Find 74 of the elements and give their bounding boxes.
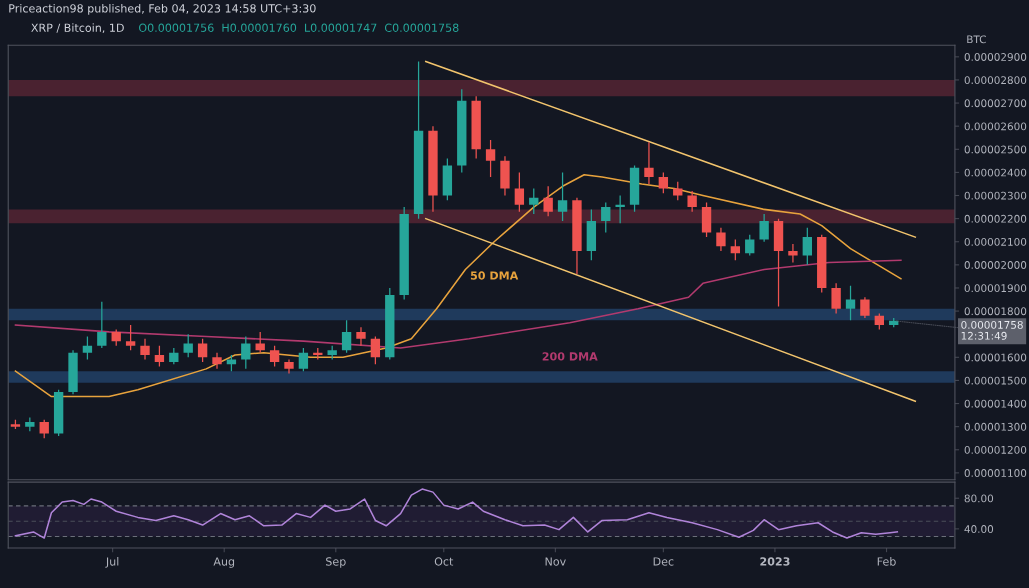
x-tick-label: Aug [213, 557, 235, 568]
candlestick [341, 319, 352, 354]
x-tick-label: Oct [434, 557, 454, 566]
y-tick-label: 40.00 [964, 525, 994, 533]
candlestick [39, 419, 49, 439]
line-series [14, 173, 902, 398]
candlestick [125, 324, 136, 351]
candlestick [298, 347, 309, 372]
x-tick-label: Nov [545, 557, 566, 566]
candlestick [543, 185, 553, 217]
chart-title: XRP / Bitcoin, 1D [31, 23, 124, 34]
candlestick [730, 238, 741, 261]
y-tick-label: 0.00002700 [964, 99, 1027, 108]
chart-subtitle: O0.00001756 H0.00001760 L0.00001747 C0.00001758 [139, 23, 459, 32]
annotation: 200 DMA [542, 352, 598, 361]
candlestick [183, 333, 193, 358]
line-series [14, 488, 899, 539]
candlestick [644, 141, 654, 185]
candlestick [241, 335, 251, 370]
candlestick [212, 352, 222, 370]
text: Priceaction98 published, Feb 04, 2023 14:58 UTC+3:30 [9, 3, 316, 15]
x-tick-label: Feb [877, 557, 896, 566]
candlestick [687, 190, 697, 213]
y-tick-label: 0.00001400 [964, 399, 1027, 408]
candlestick [788, 243, 798, 264]
candlestick [197, 338, 208, 363]
candlestick [97, 301, 107, 349]
candlestick [601, 201, 611, 234]
line-series [14, 259, 902, 349]
x-tick-label: 2023 [760, 557, 790, 566]
annotation: 50 DMA [470, 271, 519, 280]
y-tick-label: 0.00001300 [964, 422, 1027, 431]
y-tick-label: 0.00002000 [964, 261, 1027, 269]
y-tick-label: 0.00001800 [964, 307, 1027, 316]
x-tick-label: Sep [326, 557, 346, 568]
y-tick-label: 80.00 [964, 494, 994, 503]
candlestick [82, 335, 93, 361]
candlestick [557, 171, 568, 222]
y-tick-label: 0.00001500 [964, 376, 1027, 385]
y-tick-label: 0.00001600 [964, 353, 1027, 362]
candlestick [615, 194, 625, 224]
x-tick-label: Dec [653, 557, 674, 566]
candlestick [745, 234, 755, 257]
candlestick [845, 285, 856, 321]
candlestick [802, 227, 813, 266]
y-tick-label: 0.00002500 [964, 145, 1027, 154]
candlestick [529, 187, 539, 215]
candlestick [140, 338, 150, 361]
y-tick-label: 0.00002600 [964, 122, 1027, 131]
y-tick-label: 0.00002800 [964, 76, 1027, 85]
candlestick [716, 227, 726, 252]
candlestick [154, 345, 165, 368]
candlestick [831, 282, 841, 315]
candlestick [356, 326, 366, 347]
candlestick [759, 213, 769, 243]
candlestick [658, 171, 669, 194]
y-tick-label: 0.00002400 [964, 168, 1027, 177]
y-tick-label: 0.00001900 [964, 284, 1027, 293]
y-tick-label: 0.00001200 [964, 445, 1027, 454]
candlestick [673, 181, 683, 201]
annotation: 0.00001758 12:31:49 [961, 320, 1023, 340]
y-tick-label: 0.00002100 [964, 237, 1027, 246]
candlestick [514, 171, 525, 213]
candlestick [255, 331, 265, 354]
candlestick [860, 296, 870, 319]
candlestick [485, 139, 496, 178]
x-tick-label: Jul [105, 557, 119, 568]
candlestick [370, 335, 381, 365]
y-tick-label: 0.00002300 [964, 191, 1027, 200]
y-tick-label: 0.00002900 [964, 53, 1027, 61]
y-tick-label: 0.00001100 [964, 469, 1027, 477]
y-axis-title: BTC [967, 35, 986, 44]
y-tick-label: 0.00002200 [964, 214, 1027, 223]
candlestick [269, 345, 280, 368]
